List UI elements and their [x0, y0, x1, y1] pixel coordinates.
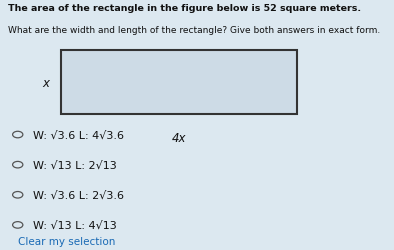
Text: W: √3.6 L: 2√3.6: W: √3.6 L: 2√3.6	[33, 190, 124, 200]
Text: 4x: 4x	[172, 131, 186, 144]
Text: What are the width and length of the rectangle? Give both answers in exact form.: What are the width and length of the rec…	[8, 26, 380, 35]
Text: x: x	[42, 77, 49, 90]
Text: The area of the rectangle in the figure below is 52 square meters.: The area of the rectangle in the figure …	[8, 4, 361, 13]
Text: W: √13 L: 2√13: W: √13 L: 2√13	[33, 160, 117, 170]
Text: W: √3.6 L: 4√3.6: W: √3.6 L: 4√3.6	[33, 130, 124, 140]
Bar	[61, 51, 297, 115]
Text: W: √13 L: 4√13: W: √13 L: 4√13	[33, 220, 117, 230]
Text: Clear my selection: Clear my selection	[18, 236, 115, 246]
